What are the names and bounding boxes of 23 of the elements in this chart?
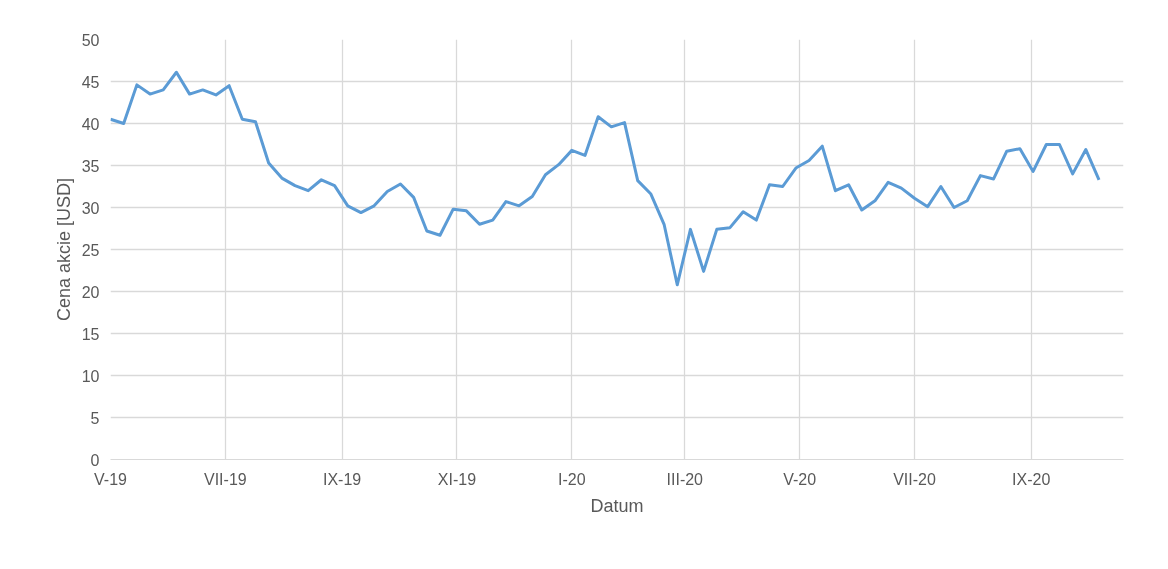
x-axis-title: Datum xyxy=(590,495,644,516)
x-tick-label: III-20 xyxy=(666,470,704,488)
y-tick-label: 10 xyxy=(81,367,100,385)
y-tick-label: 35 xyxy=(81,157,100,175)
y-tick-label: 0 xyxy=(90,451,100,469)
y-tick-label: 45 xyxy=(81,73,100,91)
x-tick-label: IX-19 xyxy=(322,470,362,488)
y-tick-label: 15 xyxy=(81,325,100,343)
y-axis-title: Cena akcie [USD] xyxy=(53,177,74,322)
y-tick-label: 30 xyxy=(81,199,100,217)
x-tick-label: VII-20 xyxy=(893,470,936,488)
line-series xyxy=(110,70,1101,287)
x-tick-label: VII-19 xyxy=(204,470,247,488)
x-tick-label: V-20 xyxy=(783,470,817,488)
y-tick-label: 20 xyxy=(81,283,100,301)
y-tick-label: 25 xyxy=(81,241,100,259)
x-tick-label: IX-20 xyxy=(1012,470,1051,488)
y-tick-label: 40 xyxy=(81,115,100,133)
x-tick-label: I-20 xyxy=(558,470,586,488)
x-tick-label: V-19 xyxy=(94,470,128,488)
y-tick-label: 5 xyxy=(90,409,100,427)
y-tick-label: 50 xyxy=(81,31,100,49)
x-tick-label: XI-19 xyxy=(437,470,477,488)
